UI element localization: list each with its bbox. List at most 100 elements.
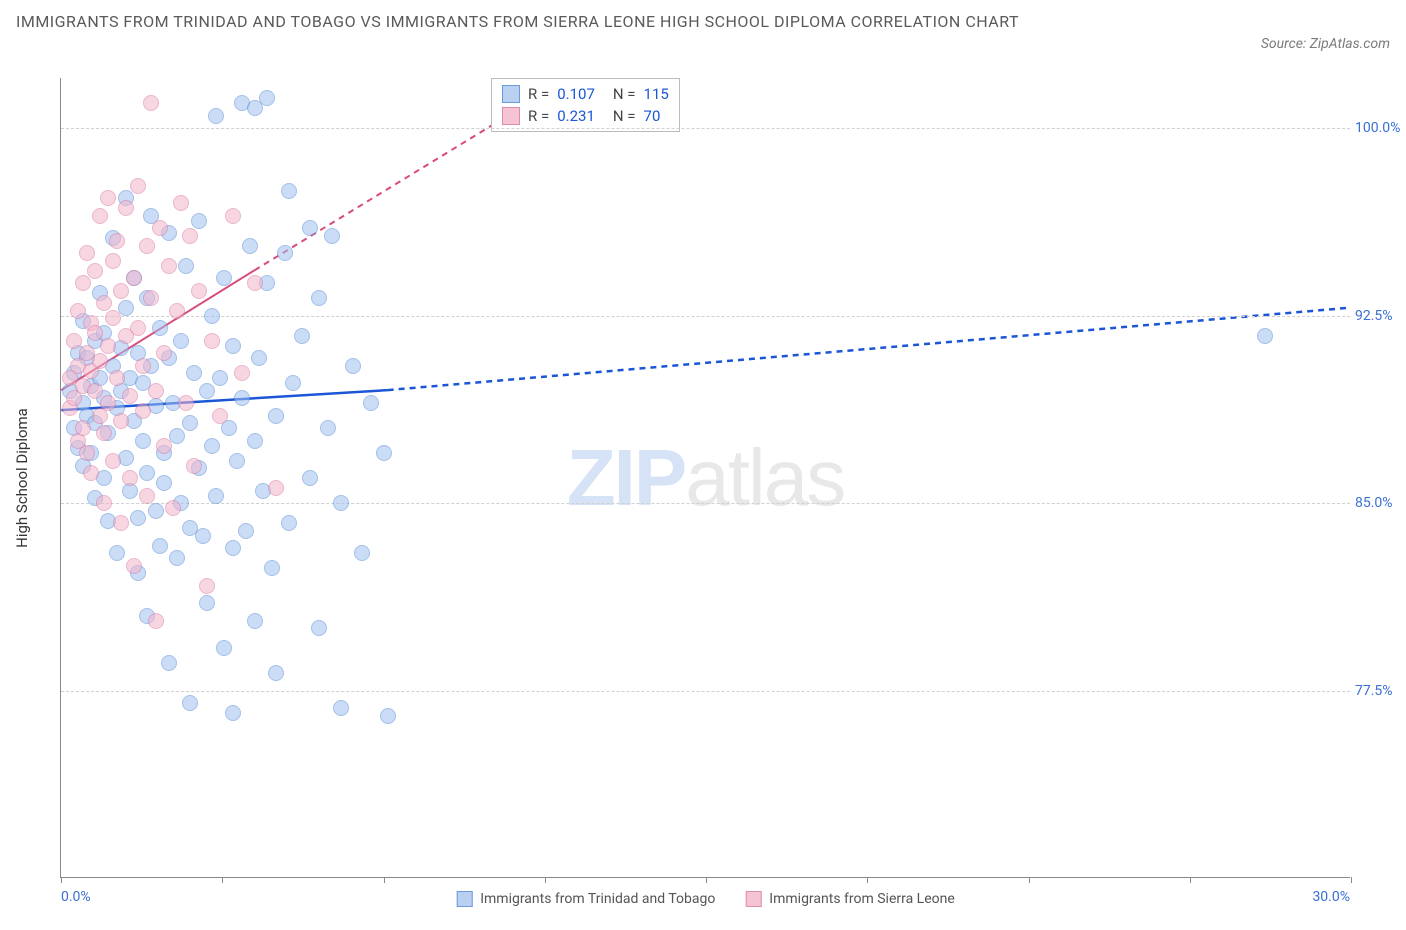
scatter-point [148, 383, 164, 399]
scatter-point [354, 545, 370, 561]
scatter-point [100, 190, 116, 206]
stats-r-label: R = [528, 85, 549, 103]
y-tick-label: 100.0% [1355, 120, 1406, 136]
scatter-point [66, 333, 82, 349]
scatter-point [139, 488, 155, 504]
scatter-point [212, 370, 228, 386]
scatter-point [208, 108, 224, 124]
y-axis-label: High School Diploma [13, 408, 31, 548]
scatter-point [281, 183, 297, 199]
scatter-point [199, 578, 215, 594]
scatter-point [268, 665, 284, 681]
scatter-point [156, 438, 172, 454]
x-tick [61, 877, 62, 883]
stats-n-value: 115 [644, 85, 669, 103]
scatter-point [186, 458, 202, 474]
scatter-point [96, 495, 112, 511]
scatter-point [130, 178, 146, 194]
chart-container: High School Diploma ZIPatlas R =0.107N =… [50, 78, 1390, 878]
scatter-point [92, 208, 108, 224]
scatter-point [87, 383, 103, 399]
scatter-point [87, 263, 103, 279]
scatter-point [143, 290, 159, 306]
scatter-point [75, 275, 91, 291]
scatter-point [135, 403, 151, 419]
x-tick [1029, 877, 1030, 883]
scatter-point [79, 245, 95, 261]
scatter-point [311, 620, 327, 636]
scatter-point [96, 295, 112, 311]
scatter-point [178, 395, 194, 411]
scatter-point [277, 245, 293, 261]
scatter-point [247, 613, 263, 629]
bottom-legend: Immigrants from Trinidad and Tobago Immi… [456, 891, 955, 907]
scatter-point [333, 495, 349, 511]
scatter-point [268, 480, 284, 496]
scatter-point [87, 325, 103, 341]
scatter-point [79, 445, 95, 461]
x-tick [867, 877, 868, 883]
scatter-point [320, 420, 336, 436]
scatter-point [126, 558, 142, 574]
scatter-point [199, 595, 215, 611]
scatter-point [234, 390, 250, 406]
scatter-point [264, 560, 280, 576]
scatter-point [182, 415, 198, 431]
scatter-point [161, 258, 177, 274]
scatter-point [311, 290, 327, 306]
scatter-point [186, 365, 202, 381]
scatter-point [70, 303, 86, 319]
scatter-point [83, 465, 99, 481]
grid-line [61, 316, 1350, 317]
scatter-point [165, 500, 181, 516]
scatter-point [105, 310, 121, 326]
scatter-point [122, 388, 138, 404]
legend-item-sierra: Immigrants from Sierra Leone [745, 891, 954, 907]
scatter-point [259, 90, 275, 106]
scatter-point [92, 353, 108, 369]
stats-r-label: R = [528, 107, 549, 125]
legend-swatch-sierra [745, 891, 761, 907]
scatter-point [199, 383, 215, 399]
scatter-point [324, 228, 340, 244]
scatter-point [139, 238, 155, 254]
scatter-point [281, 515, 297, 531]
scatter-point [105, 253, 121, 269]
scatter-point [294, 328, 310, 344]
y-tick-label: 77.5% [1355, 683, 1406, 699]
scatter-point [376, 445, 392, 461]
grid-line [61, 503, 1350, 504]
scatter-point [109, 370, 125, 386]
scatter-point [143, 95, 159, 111]
scatter-point [118, 200, 134, 216]
scatter-point [113, 413, 129, 429]
scatter-point [302, 470, 318, 486]
scatter-point [139, 465, 155, 481]
scatter-point [251, 350, 267, 366]
scatter-point [212, 408, 228, 424]
grid-line [61, 128, 1350, 129]
scatter-point [122, 470, 138, 486]
scatter-point [234, 365, 250, 381]
scatter-point [238, 523, 254, 539]
scatter-point [173, 333, 189, 349]
scatter-point [169, 550, 185, 566]
stats-row: R =0.231N =70 [502, 105, 669, 127]
scatter-point [195, 528, 211, 544]
scatter-point [247, 433, 263, 449]
scatter-point [345, 358, 361, 374]
legend-swatch-trinidad [456, 891, 472, 907]
scatter-point [225, 208, 241, 224]
y-tick-label: 92.5% [1355, 308, 1406, 324]
scatter-point [100, 338, 116, 354]
scatter-point [96, 425, 112, 441]
y-tick-label: 85.0% [1355, 495, 1406, 511]
source-label: Source: ZipAtlas.com [1261, 12, 1390, 52]
x-tick [384, 877, 385, 883]
stats-row: R =0.107N =115 [502, 83, 669, 105]
scatter-point [148, 503, 164, 519]
grid-line [61, 691, 1350, 692]
scatter-point [216, 640, 232, 656]
scatter-point [242, 238, 258, 254]
scatter-point [225, 338, 241, 354]
